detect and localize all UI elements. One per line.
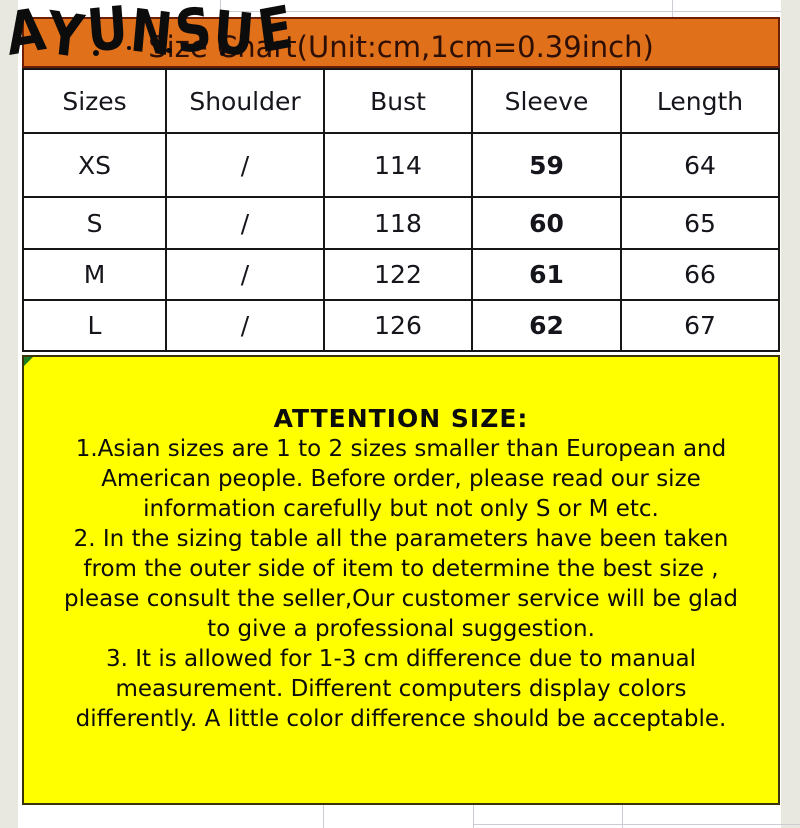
cell-bust: 126 bbox=[325, 301, 471, 350]
cell-shoulder: / bbox=[167, 301, 323, 350]
column-header: Shoulder bbox=[167, 70, 323, 132]
cell-bust: 122 bbox=[325, 250, 471, 299]
attention-line: American people. Before order, please re… bbox=[101, 466, 701, 492]
attention-line: information carefully but not only S or … bbox=[143, 496, 659, 522]
gridline bbox=[473, 824, 800, 825]
left-margin-strip bbox=[0, 0, 18, 828]
gridline bbox=[220, 11, 781, 12]
cell-size: XS bbox=[24, 134, 165, 196]
cell-sleeve: 59 bbox=[473, 134, 620, 196]
right-margin-strip bbox=[781, 0, 800, 828]
cell-shoulder: / bbox=[167, 250, 323, 299]
attention-line: 1.Asian sizes are 1 to 2 sizes smaller t… bbox=[75, 436, 727, 462]
cell-size: L bbox=[24, 301, 165, 350]
gridline bbox=[323, 805, 324, 828]
logo-splatter-dot bbox=[166, 48, 172, 53]
column-header: Sleeve bbox=[473, 70, 620, 132]
attention-line: please consult the seller,Our customer s… bbox=[64, 586, 738, 612]
attention-line: to give a professional suggestion. bbox=[207, 616, 595, 642]
brand-logo: AYUNSUE bbox=[2, 0, 300, 73]
gridline bbox=[622, 805, 623, 828]
gridline bbox=[220, 0, 221, 17]
logo-splatter-dot bbox=[220, 51, 225, 56]
size-table: Sizes Shoulder Bust Sleeve Length XS / 114 5… bbox=[22, 68, 780, 352]
logo-splatter-dot bbox=[127, 46, 131, 50]
column-header: Sizes bbox=[24, 70, 165, 132]
gridline bbox=[473, 805, 474, 828]
attention-line: from the outer side of item to determine… bbox=[83, 556, 719, 582]
attention-text: ATTENTION SIZE: 1.Asian sizes are 1 to 2 … bbox=[24, 404, 778, 734]
attention-line: ATTENTION SIZE: bbox=[273, 404, 529, 433]
size-chart-banner: Size Chart(Unit:cm,1cm=0.39inch) bbox=[22, 17, 780, 68]
cell-length: 64 bbox=[622, 134, 778, 196]
cell-shoulder: / bbox=[167, 198, 323, 248]
attention-line: 2. In the sizing table all the parameter… bbox=[73, 526, 729, 552]
cell-sleeve: 62 bbox=[473, 301, 620, 350]
cell-size: S bbox=[24, 198, 165, 248]
excel-corner-marker-triangle bbox=[24, 357, 33, 366]
cell-size: M bbox=[24, 250, 165, 299]
cell-sleeve: 60 bbox=[473, 198, 620, 248]
cell-length: 66 bbox=[622, 250, 778, 299]
logo-splatter-dot bbox=[93, 50, 99, 56]
column-header: Length bbox=[622, 70, 778, 132]
cell-length: 67 bbox=[622, 301, 778, 350]
attention-box: ATTENTION SIZE: 1.Asian sizes are 1 to 2 … bbox=[22, 355, 780, 805]
attention-line: differently. A little color difference s… bbox=[75, 706, 727, 732]
cell-bust: 118 bbox=[325, 198, 471, 248]
cell-bust: 114 bbox=[325, 134, 471, 196]
gridline bbox=[672, 0, 673, 17]
size-chart-title: Size Chart(Unit:cm,1cm=0.39inch) bbox=[148, 29, 654, 64]
column-header: Bust bbox=[325, 70, 471, 132]
attention-line: 3. It is allowed for 1-3 cm difference d… bbox=[106, 646, 696, 672]
cell-sleeve: 61 bbox=[473, 250, 620, 299]
attention-line: measurement. Different computers display… bbox=[115, 676, 687, 702]
cell-shoulder: / bbox=[167, 134, 323, 196]
cell-length: 65 bbox=[622, 198, 778, 248]
